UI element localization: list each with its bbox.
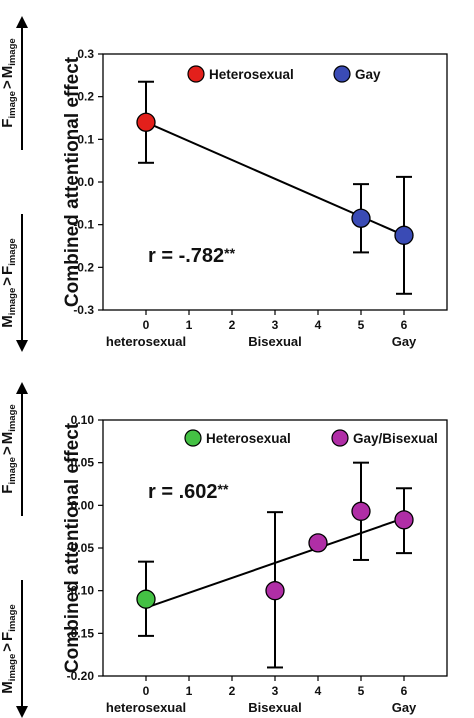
category-label: heterosexual: [106, 700, 186, 715]
direction-relation: >: [0, 446, 16, 455]
legend-label: Heterosexual: [206, 431, 291, 446]
y-tick-label: -0.2: [73, 260, 94, 274]
x-tick-label: 5: [358, 684, 365, 698]
legend-marker: [187, 65, 205, 83]
direction-sub-2: image: [7, 604, 18, 631]
down-arrow-head: [16, 340, 28, 352]
correlation-stars: **: [224, 245, 235, 261]
direction-relation: >: [0, 643, 16, 652]
category-label: Bisexual: [248, 334, 301, 349]
up-arrow-head: [16, 382, 28, 394]
direction-relation: >: [0, 277, 16, 286]
chart-2: 0.10 0.05 0.00 -0.05 -0.10 -0.15 -0.20 0 1 2 3 4 5 6 h…: [0, 382, 448, 718]
y-tick-label: 0.05: [71, 456, 95, 470]
correlation-annotation: r = -.782**: [148, 245, 236, 267]
x-tick-label: 4: [315, 318, 322, 332]
y-tick-label: 0.0: [77, 175, 94, 189]
direction-label-down: Mimage > Fimage: [0, 604, 18, 693]
y-tick-label: -0.10: [67, 584, 95, 598]
legend-label: Gay: [355, 67, 381, 82]
x-tick-label: 5: [358, 318, 365, 332]
direction-big-2: M: [0, 66, 16, 79]
correlation-value: r = -.782: [148, 245, 224, 267]
direction-big-2: M: [0, 432, 16, 445]
x-tick-label: 6: [401, 684, 408, 698]
direction-big-1: F: [0, 119, 16, 128]
up-arrow-head: [16, 16, 28, 28]
legend-label: Heterosexual: [209, 67, 294, 82]
data-point: [394, 225, 414, 245]
data-point: [394, 510, 414, 530]
chart-1: 0.3 0.2 0.1 0.0 -0.1 -0.2 -0.3 0 1 2 3 4 5 6 heterosex…: [0, 16, 448, 352]
y-tick-label: 0.00: [71, 498, 95, 512]
x-tick-label: 3: [272, 318, 279, 332]
data-point: [136, 112, 156, 132]
y-tick-label: -0.20: [67, 669, 95, 683]
direction-sub-1: image: [7, 288, 18, 315]
direction-relation: >: [0, 80, 16, 89]
x-tick-label: 1: [186, 684, 193, 698]
x-tick-label: 1: [186, 318, 193, 332]
correlation-value: r = .602: [148, 481, 218, 503]
x-tick-label: 3: [272, 684, 279, 698]
direction-sub-1: image: [7, 654, 18, 681]
y-tick-label: -0.1: [73, 218, 94, 232]
direction-big-1: M: [0, 681, 16, 694]
y-tick-label: 0.10: [71, 413, 95, 427]
direction-big-1: M: [0, 315, 16, 328]
correlation-annotation: r = .602**: [148, 481, 229, 503]
x-tick-label: 4: [315, 684, 322, 698]
direction-sub-2: image: [7, 38, 18, 65]
direction-sub-2: image: [7, 238, 18, 265]
x-tick-label: 6: [401, 318, 408, 332]
data-point: [136, 589, 156, 609]
direction-big-1: F: [0, 485, 16, 494]
direction-label-down: Mimage > Fimage: [0, 238, 18, 327]
category-label: heterosexual: [106, 334, 186, 349]
y-axis-title: Combined attentional effect: [62, 56, 83, 307]
correlation-stars: **: [218, 481, 229, 497]
legend-marker: [184, 429, 202, 447]
down-arrow-head: [16, 706, 28, 718]
data-point: [351, 208, 371, 228]
y-tick-label: -0.3: [73, 303, 94, 317]
x-tick-label: 2: [229, 318, 236, 332]
direction-big-2: F: [0, 266, 16, 275]
y-tick-label: -0.15: [67, 626, 95, 640]
direction-sub-2: image: [7, 404, 18, 431]
direction-sub-1: image: [7, 91, 18, 118]
direction-label-up: Fimage >Mimage: [0, 404, 18, 493]
y-tick-label: 0.3: [77, 47, 94, 61]
category-label: Bisexual: [248, 700, 301, 715]
y-tick-label: -0.05: [67, 541, 95, 555]
y-axis-title: Combined attentional effect: [62, 422, 83, 673]
data-point: [265, 581, 285, 601]
category-label: Gay: [392, 700, 417, 715]
direction-big-2: F: [0, 632, 16, 641]
legend-marker: [333, 65, 351, 83]
x-tick-label: 0: [143, 684, 150, 698]
x-tick-label: 0: [143, 318, 150, 332]
direction-label-up: Fimage >Mimage: [0, 38, 18, 127]
direction-sub-1: image: [7, 457, 18, 484]
data-point: [351, 501, 371, 521]
category-label: Gay: [392, 334, 417, 349]
legend-marker: [331, 429, 349, 447]
x-tick-label: 2: [229, 684, 236, 698]
data-point: [308, 533, 328, 553]
plot-frame: [102, 53, 448, 311]
y-tick-label: 0.2: [77, 90, 94, 104]
legend-label: Gay/Bisexual: [353, 431, 438, 446]
y-tick-label: 0.1: [77, 132, 94, 146]
